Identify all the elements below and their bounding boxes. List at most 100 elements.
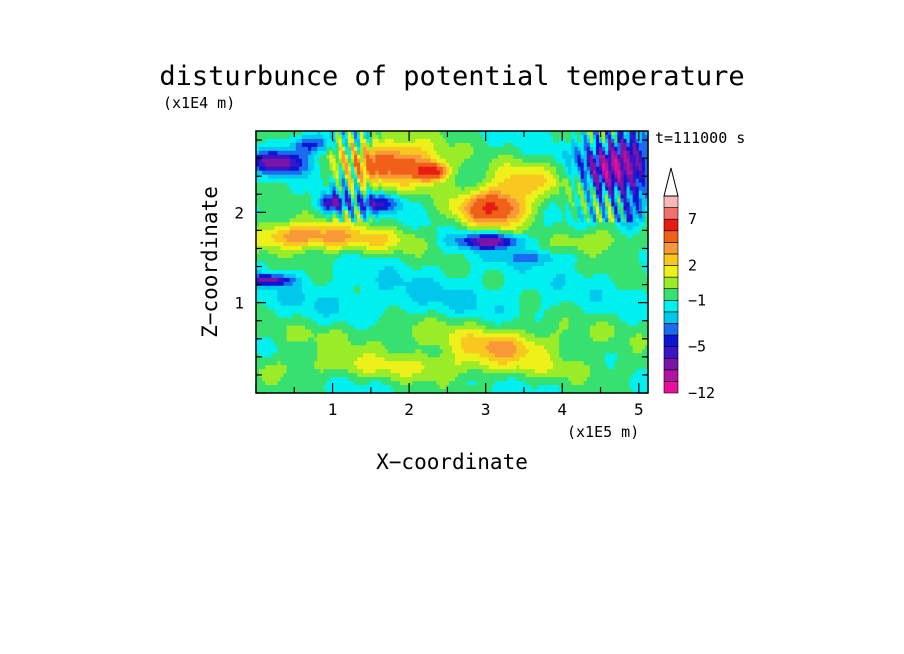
heatmap-cell [326, 230, 331, 235]
heatmap-cell [338, 202, 343, 208]
heatmap-cell [259, 234, 263, 239]
heatmap-cell [644, 258, 649, 263]
heatmap-cell [424, 269, 429, 275]
heatmap-cell [406, 210, 410, 215]
heatmap-cell [360, 166, 364, 172]
heatmap-cell [470, 166, 475, 172]
heatmap-cell [611, 269, 615, 275]
heatmap-cell [516, 170, 520, 176]
heatmap-cell [629, 150, 634, 156]
heatmap-cell [513, 206, 517, 211]
heatmap-cell [482, 154, 487, 160]
heatmap-cell [369, 222, 373, 227]
heatmap-cell [455, 131, 459, 136]
heatmap-cell [329, 198, 334, 204]
heatmap-cell [458, 238, 462, 243]
heatmap-cell [268, 262, 272, 267]
heatmap-cell [415, 246, 419, 251]
heatmap-cell [611, 206, 615, 211]
heatmap-cell [562, 246, 566, 251]
heatmap-cell [430, 234, 435, 239]
heatmap-cell [354, 246, 358, 251]
heatmap-cell [271, 186, 275, 192]
heatmap-cell [565, 281, 569, 287]
heatmap-cell [507, 202, 511, 208]
heatmap-cell [286, 258, 291, 263]
heatmap-cell [360, 186, 364, 192]
heatmap-cell [341, 214, 346, 219]
heatmap-cell [482, 234, 487, 239]
heatmap-cell [369, 170, 373, 176]
heatmap-cell [363, 206, 367, 211]
heatmap-cell [504, 277, 508, 283]
heatmap-cell [320, 269, 324, 275]
heatmap-cell [470, 258, 475, 263]
heatmap-cell [314, 202, 318, 208]
heatmap-cell [452, 182, 456, 188]
heatmap-cell [390, 218, 395, 223]
heatmap-cell [375, 194, 380, 200]
heatmap-cell [595, 210, 600, 215]
heatmap-cell [485, 178, 490, 184]
heatmap-cell [525, 158, 530, 164]
heatmap-cell [335, 206, 340, 211]
heatmap-cell [274, 269, 279, 275]
heatmap-cell [329, 210, 334, 215]
heatmap-cell [488, 186, 493, 192]
heatmap-cell [445, 158, 450, 164]
heatmap-cell [381, 131, 386, 136]
heatmap-cell [439, 198, 444, 204]
heatmap-cell [347, 250, 352, 255]
heatmap-cell [421, 222, 426, 227]
heatmap-cell [286, 134, 291, 140]
heatmap-cell [341, 194, 346, 200]
heatmap-cell [301, 134, 306, 140]
heatmap-cell [461, 202, 465, 208]
heatmap-cell [528, 131, 533, 136]
heatmap-cell [372, 234, 377, 239]
heatmap-cell [461, 265, 465, 271]
heatmap-cell [406, 174, 410, 180]
heatmap-cell [280, 265, 285, 271]
heatmap-cell [256, 206, 260, 211]
heatmap-cell [311, 250, 315, 255]
heatmap-cell [497, 214, 502, 219]
heatmap-cell [574, 158, 579, 164]
heatmap-cell [510, 166, 514, 172]
heatmap-cell [592, 262, 597, 267]
heatmap-cell [586, 131, 591, 136]
heatmap-cell [617, 273, 622, 279]
heatmap-cell [494, 242, 499, 247]
heatmap-cell [540, 222, 545, 227]
heatmap-cell [396, 281, 401, 287]
heatmap-cell [360, 170, 364, 176]
heatmap-cell [504, 254, 508, 259]
heatmap-cell [421, 178, 426, 184]
heatmap-cell [455, 186, 459, 192]
heatmap-cell [433, 258, 438, 263]
heatmap-cell [274, 230, 279, 235]
heatmap-cell [295, 170, 300, 176]
heatmap-cell [384, 250, 389, 255]
heatmap-cell [565, 262, 569, 267]
heatmap-cell [638, 265, 643, 271]
heatmap-cell [387, 138, 392, 144]
heatmap-cell [595, 182, 600, 188]
heatmap-cell [436, 222, 441, 227]
heatmap-cell [599, 254, 603, 259]
heatmap-cell [369, 226, 373, 231]
heatmap-cell [592, 254, 597, 259]
heatmap-cell [531, 258, 536, 263]
heatmap-cell [501, 162, 505, 168]
heatmap-cell [464, 186, 468, 192]
heatmap-cell [519, 166, 524, 172]
heatmap-cell [479, 214, 484, 219]
heatmap-cell [641, 162, 646, 168]
heatmap-cell [540, 170, 545, 176]
heatmap-cell [305, 166, 309, 172]
heatmap-cell [366, 190, 370, 196]
heatmap-cell [488, 277, 493, 283]
heatmap-cell [562, 198, 566, 204]
heatmap-cell [280, 158, 285, 164]
heatmap-cell [381, 158, 386, 164]
